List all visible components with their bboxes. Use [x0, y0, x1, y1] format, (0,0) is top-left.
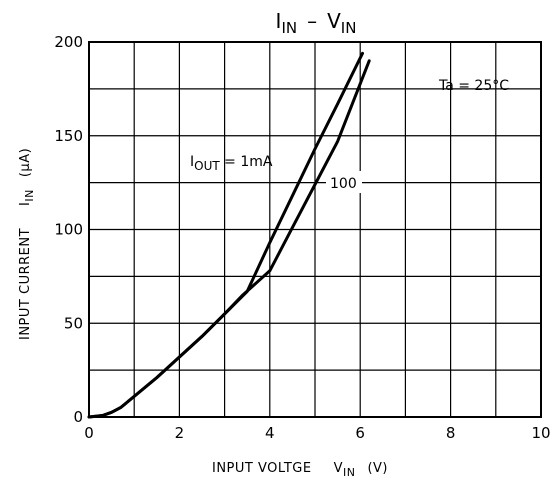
- y-tick-label: 150: [54, 127, 83, 145]
- series-lines: [87, 51, 371, 419]
- series-label-1ma-sub: OUT: [194, 159, 220, 173]
- y-axis-label: INPUT CURRENT IIN (μA): [18, 148, 36, 340]
- x-tick-label: 6: [355, 424, 365, 442]
- y-axis-unit: (μA): [18, 148, 33, 177]
- x-tick-label: 0: [84, 424, 94, 442]
- series-label-100: 100: [330, 176, 357, 192]
- series-label-100-bg: [326, 171, 362, 193]
- grid: [89, 42, 541, 417]
- title-v: V: [327, 9, 341, 33]
- y-tick-label: 0: [73, 408, 83, 426]
- y-tick-label: 100: [54, 221, 83, 239]
- x-axis-symbol: V: [334, 461, 343, 476]
- series-label-1ma: IOUT = 1mA: [190, 154, 273, 173]
- x-axis-label: INPUT VOLTGE VIN (V): [212, 461, 388, 479]
- series-line-1: [87, 59, 371, 419]
- chart-title: IIN – VIN: [276, 9, 357, 37]
- condition-label: Ta = 25°C: [438, 78, 509, 94]
- x-tick-label: 4: [265, 424, 275, 442]
- y-tick-labels: 0 50 100 150 200: [54, 33, 83, 426]
- plot-border: [88, 41, 542, 418]
- y-tick-label: 200: [54, 33, 83, 51]
- x-axis-symbol-sub: IN: [343, 466, 355, 479]
- plot-frame: [88, 41, 542, 418]
- y-axis-symbol: I: [18, 202, 33, 206]
- x-tick-label: 2: [175, 424, 185, 442]
- y-tick-label: 50: [64, 314, 83, 332]
- y-axis-symbol-sub: IN: [23, 189, 36, 201]
- x-axis-label-text: INPUT VOLTGE: [212, 461, 312, 476]
- y-axis-label-text: INPUT CURRENT: [18, 228, 33, 340]
- x-tick-label: 10: [531, 424, 550, 442]
- series-label-1ma-rest: = 1mA: [220, 154, 273, 170]
- series-label-1ma-i: I: [190, 154, 194, 170]
- x-tick-labels: 0 2 4 6 8 10: [84, 424, 550, 442]
- title-i-sub: IN: [281, 19, 297, 37]
- title-i: I: [276, 9, 282, 33]
- x-tick-label: 8: [446, 424, 456, 442]
- series-line-0: [87, 51, 364, 419]
- title-v-sub: IN: [341, 19, 357, 37]
- x-axis-unit: (V): [367, 461, 388, 476]
- title-dash: –: [307, 9, 317, 33]
